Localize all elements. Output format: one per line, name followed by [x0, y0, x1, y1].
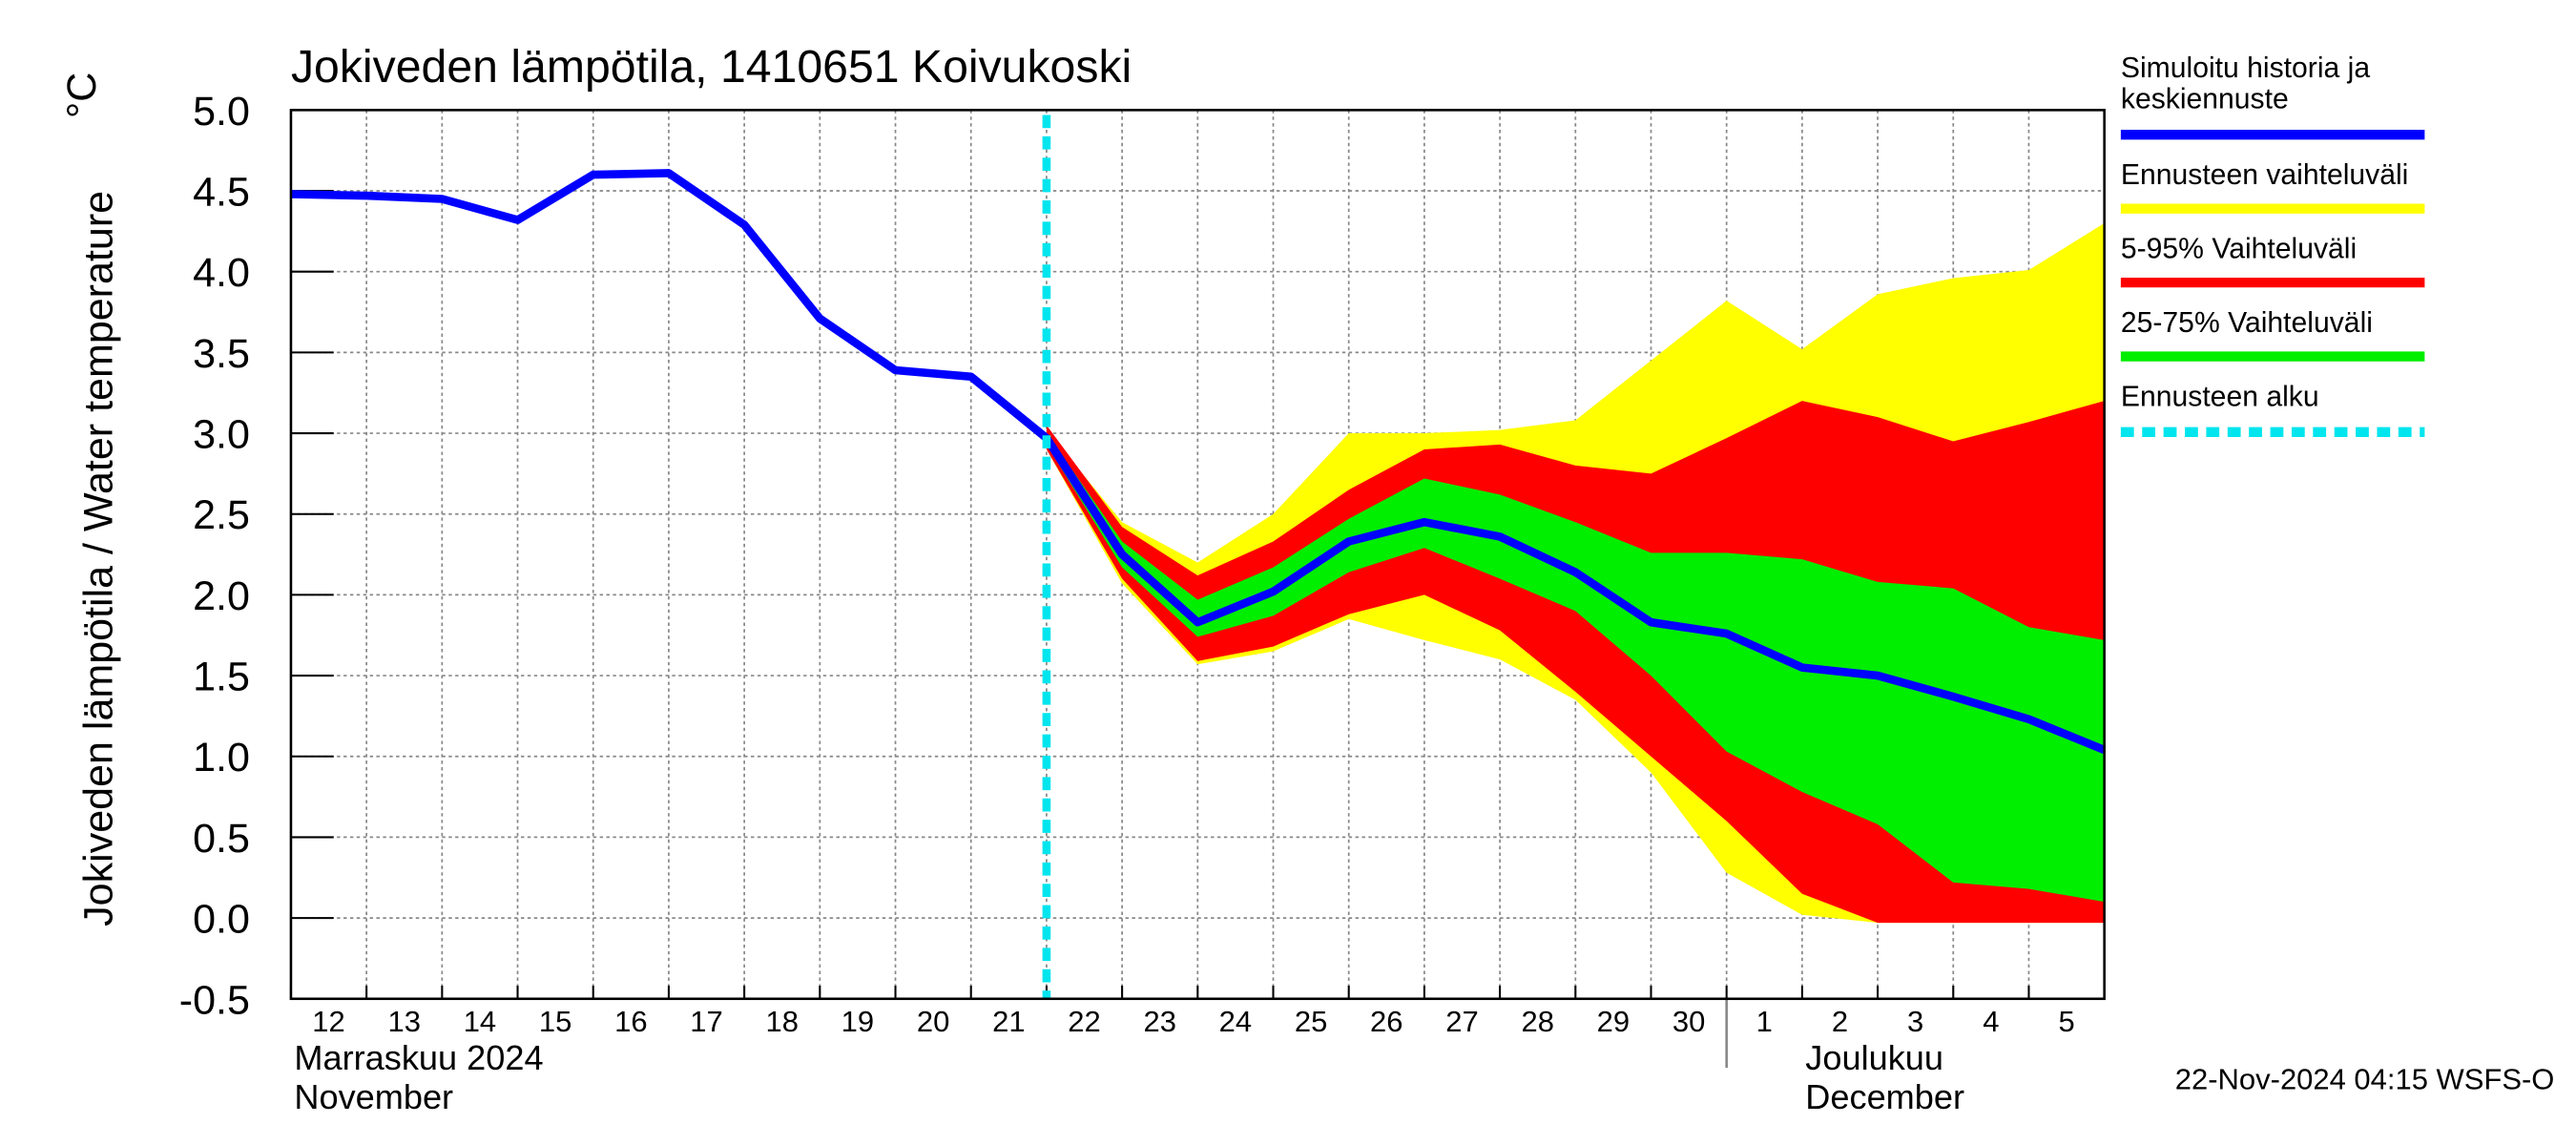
y-tick-label: 3.5 [193, 331, 250, 377]
y-tick-label: 1.5 [193, 655, 250, 700]
legend-text: Simuloitu historia ja keskiennuste [2120, 52, 2371, 115]
x-tick-label: 30 [1672, 1005, 1705, 1038]
x-tick-label: 26 [1370, 1005, 1402, 1038]
x-tick-label: 17 [690, 1005, 722, 1038]
x-tick-label: 5 [2058, 1005, 2074, 1038]
x-tick-label: 19 [841, 1005, 874, 1038]
legend-label: Ennusteen vaihteluväli [2120, 159, 2409, 191]
x-tick-label: 24 [1219, 1005, 1252, 1038]
x-tick-label: 2 [1832, 1005, 1848, 1038]
y-tick-label: 4.0 [193, 250, 250, 296]
x-tick-label: 27 [1445, 1005, 1478, 1038]
x-tick-label: 23 [1143, 1005, 1175, 1038]
line [290, 169, 2107, 754]
x-tick-label: 18 [766, 1005, 799, 1038]
x-tick-label: 13 [388, 1005, 421, 1038]
month-label: Marraskuu 2024 [294, 1038, 543, 1077]
x-tick-label: 16 [614, 1005, 647, 1038]
plot-frame [289, 109, 2106, 1001]
footer: 22-Nov-2024 04:15 WSFS-O [2175, 1062, 2555, 1095]
x-tick-label: 28 [1521, 1005, 1553, 1038]
chart-title: Jokiveden lämpötila, 1410651 Koivukoski [291, 41, 1132, 93]
month-label: Joulukuu [1805, 1038, 1943, 1077]
x-tick-label: 29 [1597, 1005, 1630, 1038]
x-tick-label: 3 [1907, 1005, 1923, 1038]
legend-text: 5-95% Vaihteluväli [2120, 233, 2358, 265]
x-tick-label: 4 [1983, 1005, 1999, 1038]
legend-label: 25-75% Vaihteluväli [2120, 306, 2373, 339]
legend-label: Ennusteen alku [2120, 381, 2319, 413]
y-axis-unit: °C [59, 73, 105, 118]
y-tick-label: 5.0 [193, 89, 250, 135]
legend-text: Ennusteen alku [2120, 381, 2319, 413]
y-axis-label: Jokiveden lämpötila / Water temperature [75, 191, 121, 926]
x-tick-label: 25 [1295, 1005, 1327, 1038]
y-tick-label: 0.5 [193, 816, 250, 862]
legend-text: Ennusteen vaihteluväli [2120, 159, 2409, 191]
x-tick-label: 12 [312, 1005, 344, 1038]
legend-label: 5-95% Vaihteluväli [2120, 233, 2358, 265]
x-tick-label: 1 [1756, 1005, 1773, 1038]
range-band [1046, 433, 2105, 903]
month-label: November [294, 1077, 453, 1116]
x-tick-label: 22 [1068, 1005, 1100, 1038]
y-tick-label: -0.5 [179, 977, 250, 1023]
x-tick-label: 21 [992, 1005, 1025, 1038]
y-tick-label: 0.0 [193, 897, 250, 943]
x-tick-label: 15 [539, 1005, 571, 1038]
y-tick-label: 3.0 [193, 412, 250, 458]
month-label: December [1805, 1077, 1964, 1116]
y-tick-label: 2.5 [193, 492, 250, 538]
y-tick-label: 2.0 [193, 573, 250, 619]
x-tick-label: 20 [917, 1005, 949, 1038]
legend-label: Simuloitu historia ja keskiennuste [2120, 52, 2371, 115]
x-tick-label: 14 [464, 1005, 496, 1038]
legend-text: 25-75% Vaihteluväli [2120, 306, 2373, 339]
y-tick-label: 4.5 [193, 170, 250, 216]
y-tick-label: 1.0 [193, 735, 250, 781]
